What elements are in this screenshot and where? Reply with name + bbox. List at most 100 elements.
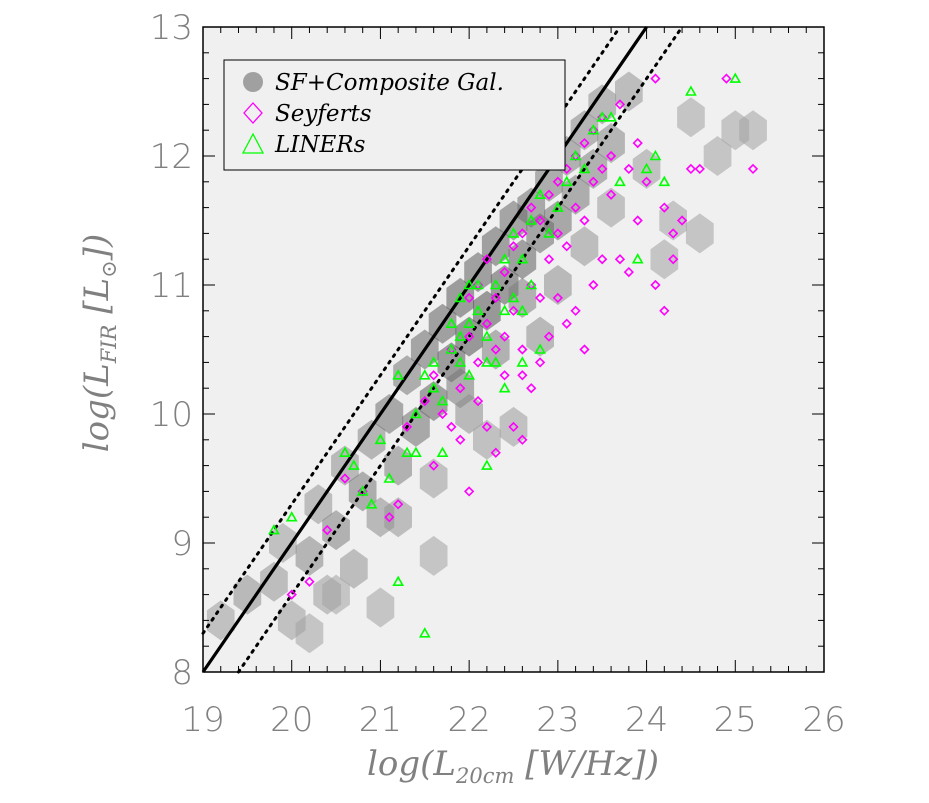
seyfert-point bbox=[508, 305, 519, 316]
liner-point bbox=[543, 227, 555, 238]
seyfert-point bbox=[428, 370, 439, 381]
seyfert-point bbox=[428, 460, 439, 471]
fit-lines bbox=[201, 25, 684, 674]
seyfert-point bbox=[543, 254, 555, 265]
seyfert-point bbox=[508, 241, 519, 252]
legend-label-liners: LINERs bbox=[274, 132, 366, 158]
y-tick-label: 11 bbox=[150, 266, 193, 306]
seyfert-point bbox=[322, 524, 333, 536]
liner-point bbox=[560, 175, 573, 187]
liner-point bbox=[268, 523, 280, 535]
legend-label-sf: SF+Composite Gal. bbox=[275, 70, 504, 96]
density-cell bbox=[340, 548, 368, 589]
seyfert-point bbox=[455, 434, 466, 445]
seyfert-point bbox=[339, 473, 351, 484]
seyfert-point bbox=[605, 189, 617, 200]
liner-point bbox=[569, 149, 582, 161]
seyfert-point bbox=[552, 228, 563, 239]
seyfert-point bbox=[676, 215, 688, 226]
y-axis-title-sub: FIR bbox=[97, 324, 121, 364]
seyfert-point bbox=[694, 163, 705, 175]
seyfert-point bbox=[517, 434, 528, 445]
seyfert-point bbox=[534, 292, 546, 304]
seyfert-point bbox=[455, 383, 466, 394]
seyfert-point bbox=[623, 266, 634, 278]
liner-point bbox=[418, 627, 431, 638]
liner-point bbox=[729, 72, 742, 83]
liner-point bbox=[551, 201, 564, 212]
density-cell bbox=[419, 535, 448, 576]
liner-point bbox=[596, 111, 609, 122]
seyfert-point bbox=[534, 215, 546, 226]
density-cell bbox=[233, 574, 262, 615]
legend-box bbox=[223, 59, 566, 171]
liner-point bbox=[525, 214, 538, 225]
liner-point bbox=[410, 407, 422, 419]
liner-point bbox=[454, 356, 467, 367]
seyfert-point bbox=[597, 163, 608, 175]
liner-point bbox=[347, 459, 360, 470]
seyfert-point bbox=[517, 370, 528, 381]
liner-point bbox=[454, 330, 467, 341]
seyfert-point bbox=[384, 512, 395, 523]
seyfert-point bbox=[286, 589, 297, 600]
scatter-bound-line bbox=[201, 25, 622, 635]
seyfert-point bbox=[499, 266, 510, 278]
density-cell bbox=[260, 561, 288, 602]
liner-point bbox=[516, 253, 529, 264]
density-cell bbox=[366, 587, 395, 628]
y-tick-labels: 8 9 10 11 12 13 bbox=[150, 8, 193, 693]
seyfert-point bbox=[481, 254, 493, 265]
liner-point bbox=[374, 433, 387, 445]
seyfert-point bbox=[490, 447, 501, 458]
liner-point bbox=[498, 382, 511, 393]
seyfert-point bbox=[632, 137, 643, 149]
x-axis-title-sub: 20cm bbox=[455, 764, 514, 788]
liner-point bbox=[285, 511, 298, 522]
seyfert-point bbox=[747, 163, 759, 175]
seyfert-point bbox=[632, 215, 643, 226]
y-tick-label: 8 bbox=[171, 653, 193, 693]
liner-point bbox=[463, 278, 476, 290]
y-tick-label: 13 bbox=[150, 8, 193, 48]
seyfert-point bbox=[472, 395, 484, 407]
legend: SF+Composite Gal. Seyferts LINERs bbox=[223, 59, 566, 171]
x-axis-title-main: log(L bbox=[367, 744, 456, 784]
seyfert-point bbox=[570, 202, 581, 213]
density-cell bbox=[419, 458, 448, 499]
density-cell bbox=[544, 200, 572, 241]
liner-point bbox=[454, 291, 467, 303]
x-tick-labels: 19 20 21 22 23 24 25 26 bbox=[181, 700, 845, 740]
liner-point bbox=[587, 124, 600, 135]
density-cell bbox=[739, 110, 767, 151]
y-tick-label: 10 bbox=[150, 395, 193, 435]
seyfert-point bbox=[641, 176, 652, 187]
seyfert-point bbox=[570, 305, 581, 316]
seyfert-point bbox=[499, 370, 510, 381]
x-axis-title: log(L20cm [W/Hz]) bbox=[367, 744, 659, 788]
seyfert-point bbox=[579, 137, 590, 149]
density-cell bbox=[579, 148, 608, 189]
liner-point bbox=[640, 162, 653, 174]
x-tick-label: 21 bbox=[359, 700, 402, 740]
liner-point bbox=[392, 575, 405, 586]
seyfert-point bbox=[668, 254, 679, 265]
seyfert-point bbox=[623, 163, 634, 175]
density-cell bbox=[570, 226, 599, 267]
seyfert-point bbox=[304, 576, 315, 587]
x-tick-label: 22 bbox=[448, 700, 491, 740]
seyfert-point bbox=[597, 254, 608, 265]
liner-point bbox=[392, 369, 405, 380]
liner-point bbox=[427, 356, 440, 367]
y-axis-title-main: log(L bbox=[77, 363, 117, 452]
liner-point bbox=[489, 278, 502, 290]
legend-label-seyferts: Seyferts bbox=[275, 101, 372, 127]
liner-point bbox=[445, 343, 458, 354]
liner-point bbox=[339, 446, 351, 457]
seyfert-point bbox=[552, 292, 563, 304]
liner-point bbox=[631, 253, 644, 264]
liner-point bbox=[516, 356, 529, 367]
density-cell bbox=[650, 239, 679, 280]
liner-point bbox=[472, 278, 484, 290]
